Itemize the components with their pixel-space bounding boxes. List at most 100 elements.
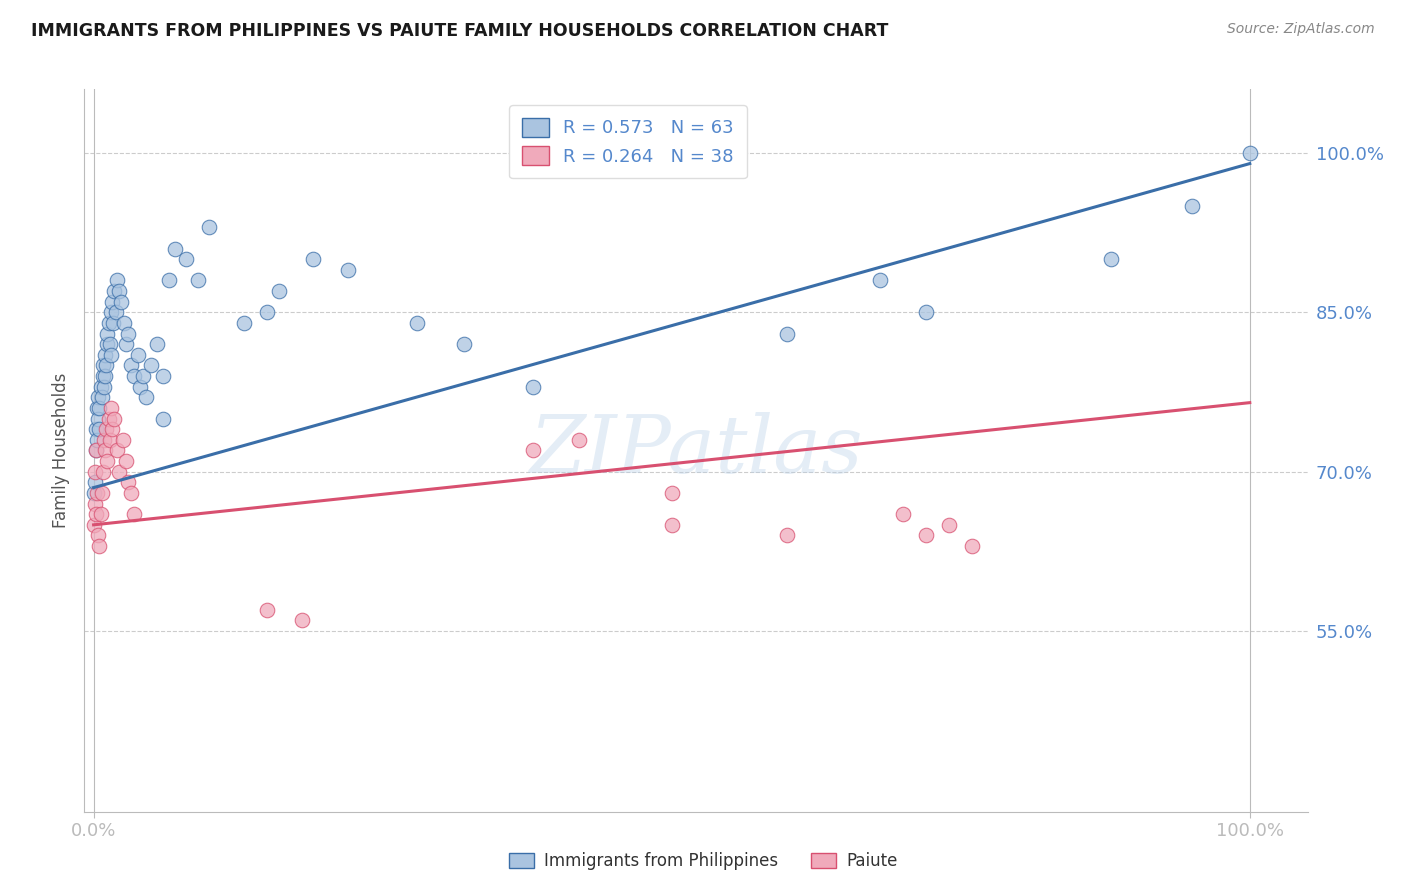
Point (83, 486, 105, 500)
Point (100, 348, 122, 362)
Text: Source: ZipAtlas.com: Source: ZipAtlas.com (1227, 22, 1375, 37)
Point (132, 369, 155, 384)
Point (84, 507, 107, 521)
Point (93, 380, 115, 394)
Point (96, 422, 118, 436)
Point (105, 443, 128, 458)
Point (84, 443, 107, 458)
Point (112, 316, 135, 330)
Point (110, 294, 132, 309)
Point (453, 337, 475, 351)
Point (336, 262, 359, 277)
Point (100, 305, 122, 319)
Text: ZIPatlas: ZIPatlas (529, 412, 863, 489)
Point (232, 316, 254, 330)
Point (256, 603, 278, 617)
Point (90, 380, 112, 394)
Point (101, 294, 124, 309)
Point (568, 433, 591, 447)
Point (89, 539, 111, 553)
Point (135, 390, 157, 404)
Point (90, 486, 112, 500)
Point (120, 486, 142, 500)
Point (522, 443, 544, 458)
Point (84, 443, 107, 458)
Point (94, 348, 117, 362)
Point (141, 359, 163, 373)
Legend: Immigrants from Philippines, Paiute: Immigrants from Philippines, Paiute (502, 846, 904, 877)
Point (661, 486, 683, 500)
Legend: R = 0.573   N = 63, R = 0.264   N = 38: R = 0.573 N = 63, R = 0.264 N = 38 (509, 105, 747, 178)
Point (83, 497, 105, 511)
Point (152, 369, 174, 384)
Point (291, 614, 314, 628)
Point (122, 507, 145, 521)
Point (86, 401, 108, 415)
Point (108, 284, 131, 298)
Point (97, 316, 120, 330)
Point (103, 316, 125, 330)
Point (105, 273, 128, 287)
Point (128, 380, 150, 394)
Point (97, 411, 120, 425)
Point (111, 433, 134, 447)
Point (96, 454, 118, 468)
Point (661, 517, 683, 532)
Point (84, 422, 107, 436)
Point (127, 348, 149, 362)
Point (108, 465, 131, 479)
Point (89, 401, 111, 415)
Point (83, 475, 105, 490)
Point (157, 273, 180, 287)
Point (93, 433, 115, 447)
Point (1099, 252, 1122, 267)
Point (96, 326, 118, 341)
Point (83, 465, 105, 479)
Point (146, 337, 169, 351)
Point (1181, 199, 1204, 213)
Point (115, 337, 138, 351)
Point (152, 411, 174, 425)
Point (187, 273, 209, 287)
Point (94, 443, 117, 458)
Point (256, 305, 278, 319)
Y-axis label: Family Households: Family Households (52, 373, 70, 528)
Point (98, 337, 121, 351)
Point (96, 359, 118, 373)
Point (1239, 145, 1261, 160)
Point (91, 359, 114, 373)
Text: IMMIGRANTS FROM PHILIPPINES VS PAIUTE FAMILY HOUSEHOLDS CORRELATION CHART: IMMIGRANTS FROM PHILIPPINES VS PAIUTE FA… (31, 22, 889, 40)
Point (103, 411, 125, 425)
Point (91, 465, 114, 479)
Point (267, 284, 290, 298)
Point (302, 252, 325, 267)
Point (103, 284, 125, 298)
Point (86, 433, 108, 447)
Point (891, 507, 914, 521)
Point (87, 528, 110, 542)
Point (101, 422, 124, 436)
Point (117, 475, 139, 490)
Point (100, 401, 122, 415)
Point (89, 422, 111, 436)
Point (122, 369, 145, 384)
Point (163, 242, 186, 256)
Point (962, 539, 984, 553)
Point (83, 517, 105, 532)
Point (90, 507, 112, 521)
Point (98, 433, 121, 447)
Point (406, 316, 429, 330)
Point (117, 326, 139, 341)
Point (96, 337, 118, 351)
Point (915, 305, 938, 319)
Point (115, 454, 138, 468)
Point (104, 305, 127, 319)
Point (869, 273, 891, 287)
Point (938, 517, 960, 532)
Point (174, 252, 197, 267)
Point (915, 528, 938, 542)
Point (776, 528, 799, 542)
Point (87, 390, 110, 404)
Point (522, 380, 544, 394)
Point (776, 326, 799, 341)
